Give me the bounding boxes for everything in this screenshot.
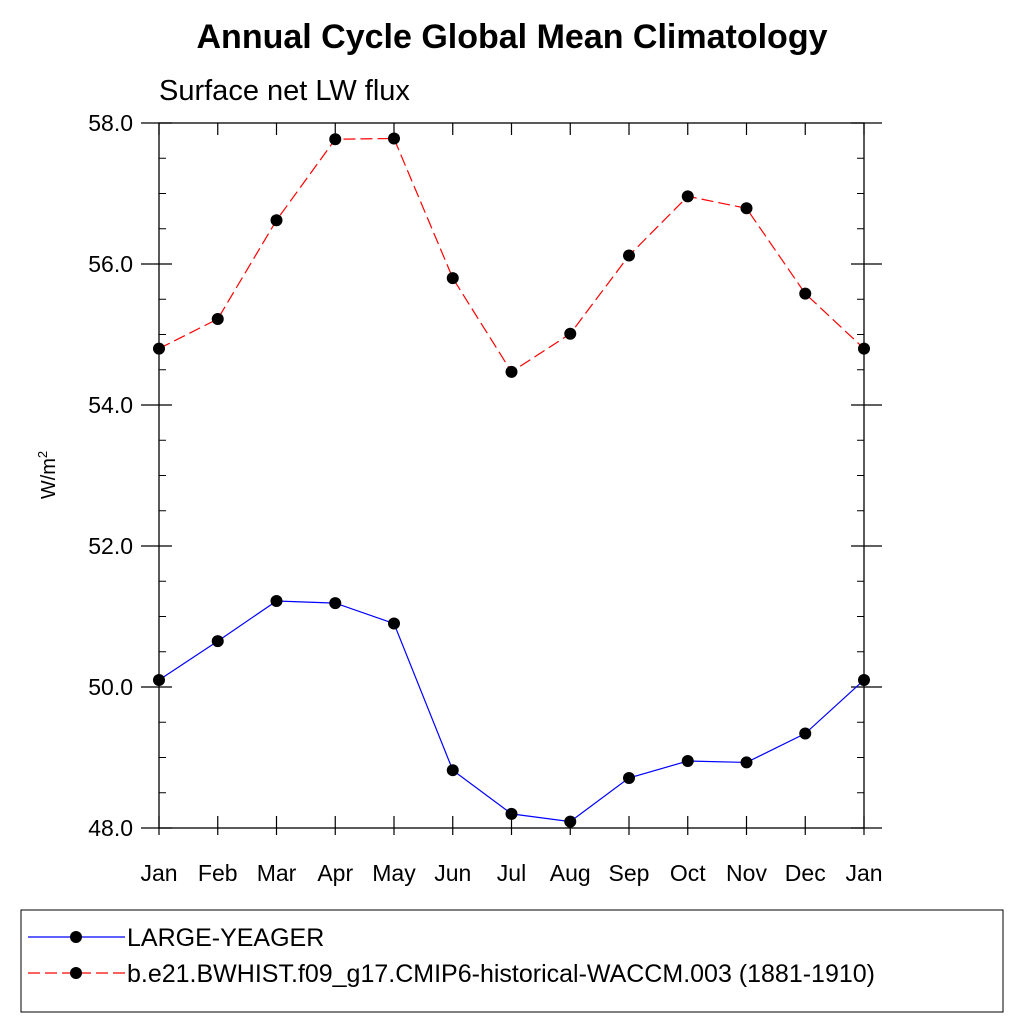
data-point <box>623 249 635 262</box>
data-point <box>505 365 518 378</box>
data-point <box>153 673 165 686</box>
data-point <box>799 287 812 300</box>
data-point <box>858 342 870 355</box>
x-tick-label: Aug <box>550 860 591 886</box>
data-point <box>681 755 694 768</box>
series-line <box>158 137 865 373</box>
legend-box <box>20 909 1004 1013</box>
data-point <box>505 807 518 820</box>
series-2 <box>153 132 870 378</box>
y-tick-label: 48.0 <box>88 815 133 841</box>
svg-text:W/m2: W/m2 <box>35 451 60 499</box>
data-point <box>270 214 283 227</box>
x-tick-label: Oct <box>670 860 706 886</box>
x-tick-label: Sep <box>609 860 650 886</box>
data-point <box>329 597 342 610</box>
data-point <box>329 133 342 146</box>
series-layer <box>153 132 870 828</box>
data-point <box>211 635 224 648</box>
legend-items: LARGE-YEAGER b.e21.BWHIST.f09_g17.CMIP6-h… <box>28 924 875 988</box>
data-point <box>858 673 870 686</box>
y-axis-label-superscript: 2 <box>35 451 50 458</box>
data-point <box>681 190 694 203</box>
y-axis-label: W/m2 <box>35 451 60 499</box>
x-tick-label: Apr <box>317 860 353 886</box>
series-line <box>158 600 865 823</box>
x-tick-label: Feb <box>198 860 238 886</box>
x-tick-label: Mar <box>257 860 297 886</box>
data-point <box>446 764 459 777</box>
data-point <box>623 771 635 784</box>
data-point <box>153 342 165 355</box>
data-point <box>564 327 577 340</box>
y-tick-label: 56.0 <box>88 251 133 277</box>
legend-label: b.e21.BWHIST.f09_g17.CMIP6-historical-WA… <box>127 960 875 988</box>
legend-entry: LARGE-YEAGER <box>28 924 324 952</box>
data-point <box>799 727 812 740</box>
x-tick-label: Jan <box>140 860 177 886</box>
legend-entry: b.e21.BWHIST.f09_g17.CMIP6-historical-WA… <box>28 960 875 988</box>
plot-frame <box>158 122 865 829</box>
y-tick-label: 54.0 <box>88 392 133 418</box>
x-tick-label: Dec <box>785 860 826 886</box>
x-tick-label: Jan <box>845 860 882 886</box>
data-point <box>740 756 753 769</box>
y-tick-label: 52.0 <box>88 533 133 559</box>
legend-marker <box>70 967 82 979</box>
y-tick-label: 58.0 <box>88 110 133 136</box>
y-axis-label-text: W/m <box>38 458 60 499</box>
data-point <box>446 272 459 285</box>
x-tick-label: Jul <box>497 860 526 886</box>
legend-marker <box>70 931 82 943</box>
x-tick-label: Nov <box>726 860 767 886</box>
chart-subtitle: Surface net LW flux <box>159 75 410 107</box>
x-tick-label: May <box>372 860 416 886</box>
data-point <box>270 594 283 607</box>
y-tick-label: 50.0 <box>88 674 133 700</box>
legend: LARGE-YEAGER b.e21.BWHIST.f09_g17.CMIP6-h… <box>20 909 1004 1013</box>
data-point <box>564 815 577 828</box>
axes-layer: Jan Feb Mar Apr May Jun Jul Aug Sep Oct Nov Dec Jan 4… <box>88 110 882 886</box>
series-1 <box>153 594 870 828</box>
data-point <box>388 617 400 630</box>
data-point <box>388 132 400 145</box>
data-point <box>740 202 753 215</box>
data-point <box>211 312 224 325</box>
x-tick-label: Jun <box>434 860 471 886</box>
chart-title: Annual Cycle Global Mean Climatology <box>197 18 828 56</box>
legend-label: LARGE-YEAGER <box>127 924 324 952</box>
